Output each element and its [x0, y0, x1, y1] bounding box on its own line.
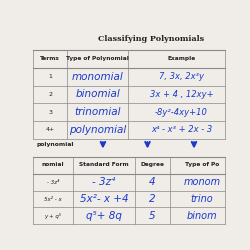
Text: binom: binom	[187, 211, 218, 221]
Text: trino: trino	[191, 194, 214, 204]
Text: -8y²-4xy+10: -8y²-4xy+10	[155, 108, 208, 117]
Text: 7, 3x, 2x³y: 7, 3x, 2x³y	[159, 72, 204, 81]
Text: polynomial: polynomial	[69, 125, 126, 135]
Text: binomial: binomial	[75, 90, 120, 100]
Text: trinomial: trinomial	[74, 107, 121, 117]
Text: Type of Polynomial: Type of Polynomial	[66, 56, 129, 61]
Text: 4+: 4+	[46, 128, 55, 132]
Text: 2: 2	[149, 194, 156, 204]
Text: 5x² - x: 5x² - x	[44, 196, 62, 202]
Text: 2: 2	[48, 92, 52, 97]
Text: Terms: Terms	[40, 56, 60, 61]
Text: Degree: Degree	[140, 162, 164, 167]
Text: - 3z⁴: - 3z⁴	[47, 180, 59, 184]
Text: 5x²- x +4: 5x²- x +4	[80, 194, 128, 204]
Text: Standard Form: Standard Form	[79, 162, 129, 167]
Text: monomial: monomial	[72, 72, 124, 82]
Text: 5: 5	[149, 211, 156, 221]
Text: y + q⁵: y + q⁵	[44, 213, 62, 219]
Text: monom: monom	[184, 177, 221, 187]
Text: x⁴ - x³ + 2x - 3: x⁴ - x³ + 2x - 3	[151, 126, 212, 134]
Text: polynomial: polynomial	[36, 142, 74, 147]
Text: Classifying Polynomials: Classifying Polynomials	[98, 35, 204, 43]
Text: nomial: nomial	[42, 162, 64, 167]
Text: q⁵+ 8q: q⁵+ 8q	[86, 211, 122, 221]
Text: 1: 1	[48, 74, 52, 79]
Text: Example: Example	[167, 56, 196, 61]
Text: 3x + 4 , 12xy+: 3x + 4 , 12xy+	[150, 90, 213, 99]
Text: Type of Po: Type of Po	[185, 162, 219, 167]
Text: - 3z⁴: - 3z⁴	[92, 177, 116, 187]
Text: 3: 3	[48, 110, 52, 115]
Text: 4: 4	[149, 177, 156, 187]
